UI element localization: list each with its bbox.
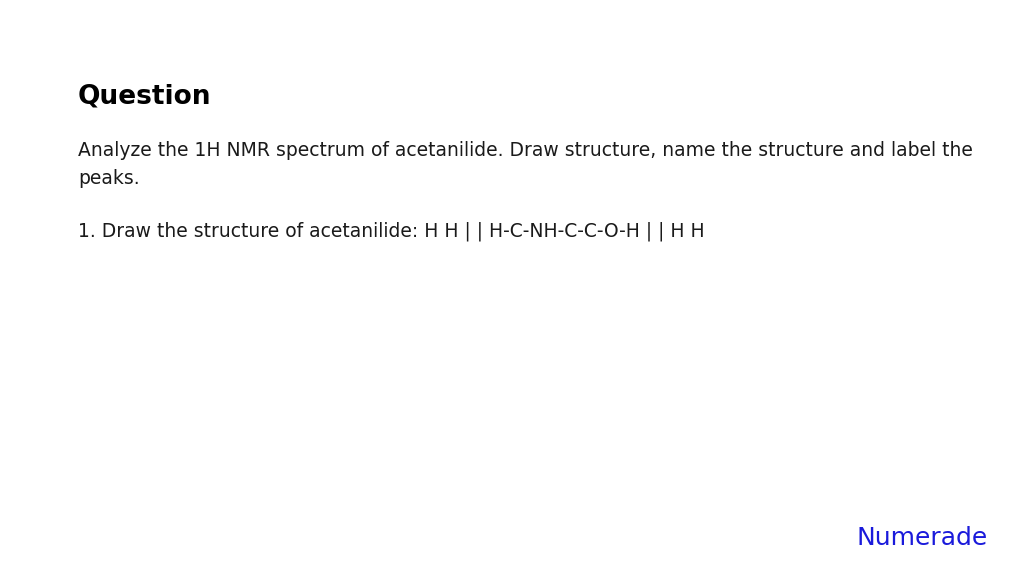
Text: Analyze the 1H NMR spectrum of acetanilide. Draw structure, name the structure a: Analyze the 1H NMR spectrum of acetanili… <box>78 141 973 188</box>
Text: Numerade: Numerade <box>857 526 988 550</box>
Text: Question: Question <box>78 84 212 109</box>
Text: 1. Draw the structure of acetanilide: H H | | H-C-NH-C-C-O-H | | H H: 1. Draw the structure of acetanilide: H … <box>78 222 705 241</box>
